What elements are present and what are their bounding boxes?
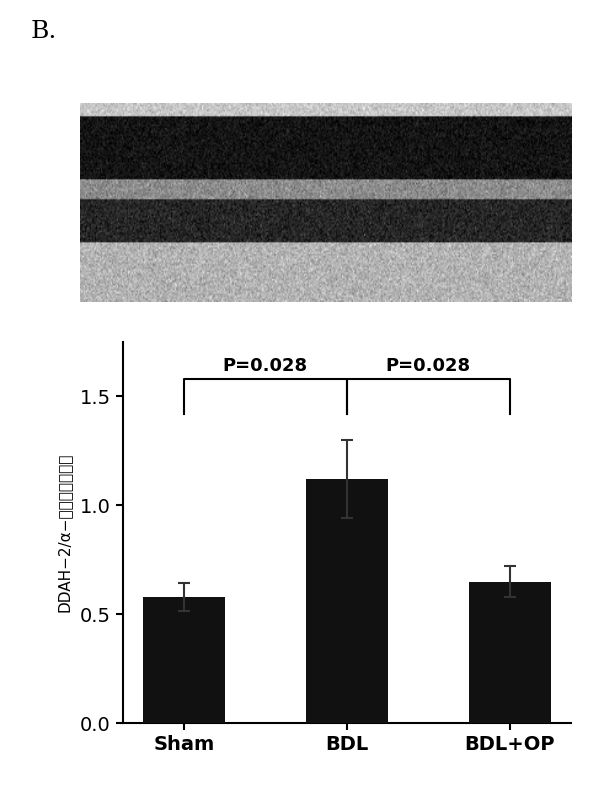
Text: B.: B. [31,20,57,43]
Bar [143,597,225,723]
Text: P=0.028: P=0.028 [386,357,471,374]
Bar [306,479,387,723]
Text: P=0.028: P=0.028 [223,357,308,374]
Y-axis label: DDAH−2/α−チューブリン比: DDAH−2/α−チューブリン比 [56,453,72,612]
Bar [469,582,551,723]
